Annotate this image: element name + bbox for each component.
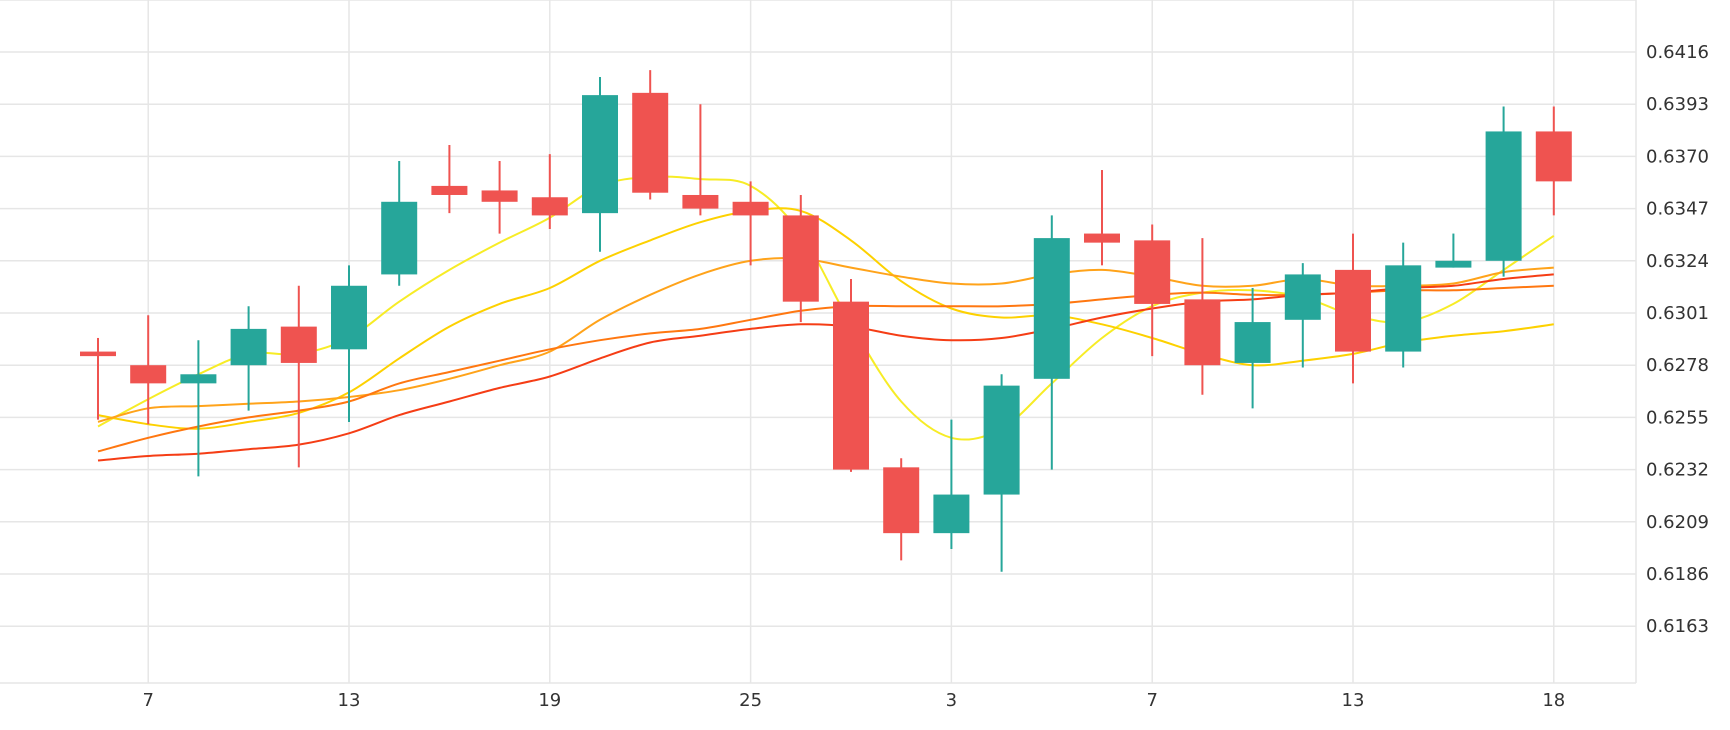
candle-down[interactable] [531,154,568,230]
candle-down[interactable] [833,278,869,472]
candle-body [682,194,719,209]
candle-up[interactable] [1284,263,1321,368]
candle-body [1485,131,1522,261]
candle-body [1134,240,1171,304]
candle-body [732,201,769,216]
x-tick-label: 18 [1542,690,1565,711]
candle-up[interactable] [230,306,267,411]
y-tick-label: 0.6209 [1646,512,1709,533]
candle-up[interactable] [1435,233,1472,268]
candle-body [883,467,920,534]
candle-down[interactable] [1084,170,1120,266]
y-tick-label: 0.6232 [1646,460,1709,481]
candle-up[interactable] [983,374,1020,572]
x-tick-label: 7 [142,690,153,711]
candle-down[interactable] [280,285,317,468]
candle-body [381,201,418,275]
x-tick-label: 19 [538,690,561,711]
candle-body [582,95,618,214]
candle-body [180,374,217,384]
x-axis-tick-labels: 7 13 19 25 3 7 13 18 [142,690,1565,711]
candle-body [1033,238,1070,379]
candle-body [632,92,669,193]
candle-down[interactable] [782,194,819,323]
y-tick-label: 0.6347 [1646,199,1709,220]
candle-body [1435,260,1472,268]
x-tick-label: 13 [338,690,361,711]
y-tick-label: 0.6186 [1646,564,1709,585]
candle-body [1234,322,1271,363]
candle-body [983,385,1020,495]
candle-down[interactable] [1335,233,1371,384]
candle-up[interactable] [1234,288,1271,409]
candle-body [1335,269,1371,352]
y-tick-label: 0.6301 [1646,303,1709,324]
candle-up[interactable] [582,76,618,252]
candle-body [933,494,970,534]
x-tick-label: 7 [1146,690,1157,711]
candle-down[interactable] [481,160,518,234]
y-tick-label: 0.6324 [1646,251,1709,272]
x-tick-label: 3 [946,690,957,711]
candle-down[interactable] [883,458,920,561]
candle-body [331,285,367,350]
candles [80,70,1572,572]
candle-body [1084,233,1120,243]
y-tick-label: 0.6163 [1646,616,1709,637]
candle-up[interactable] [331,265,367,422]
candle-up[interactable] [1485,106,1522,277]
candle-up[interactable] [381,160,418,286]
candle-body [1535,131,1572,182]
candle-body [782,215,819,302]
x-tick-label: 13 [1342,690,1365,711]
candle-down[interactable] [1535,106,1572,216]
candle-down[interactable] [431,145,468,214]
candle-body [1184,299,1221,366]
candle-down[interactable] [682,104,719,216]
candle-body [80,351,116,357]
candle-body [1284,274,1321,320]
candle-body [1385,265,1422,352]
candle-body [230,328,267,366]
candle-down[interactable] [732,181,769,266]
candle-body [833,301,869,470]
candle-body [431,185,468,195]
x-tick-label: 25 [739,690,762,711]
candle-down[interactable] [632,70,669,200]
candle-body [130,365,167,384]
candle-body [481,190,518,202]
candle-body [531,197,568,216]
moving-average-line-2 [97,207,1554,430]
candle-up[interactable] [1033,215,1070,470]
candle-up[interactable] [180,340,217,477]
y-tick-label: 0.6278 [1646,355,1709,376]
candle-down[interactable] [1134,224,1171,357]
y-tick-label: 0.6393 [1646,94,1709,115]
candle-up[interactable] [933,419,970,550]
y-tick-label: 0.6416 [1646,42,1709,63]
candle-down[interactable] [130,315,167,425]
y-tick-label: 0.6255 [1646,407,1709,428]
candle-up[interactable] [1385,242,1422,368]
y-axis-tick-labels: 0.6416 0.6393 0.6370 0.6347 0.6324 0.6301 0.62… [1646,42,1709,637]
y-tick-label: 0.6370 [1646,146,1709,167]
candle-down[interactable] [1184,238,1221,395]
candle-body [280,326,317,363]
candle-down[interactable] [80,337,116,420]
